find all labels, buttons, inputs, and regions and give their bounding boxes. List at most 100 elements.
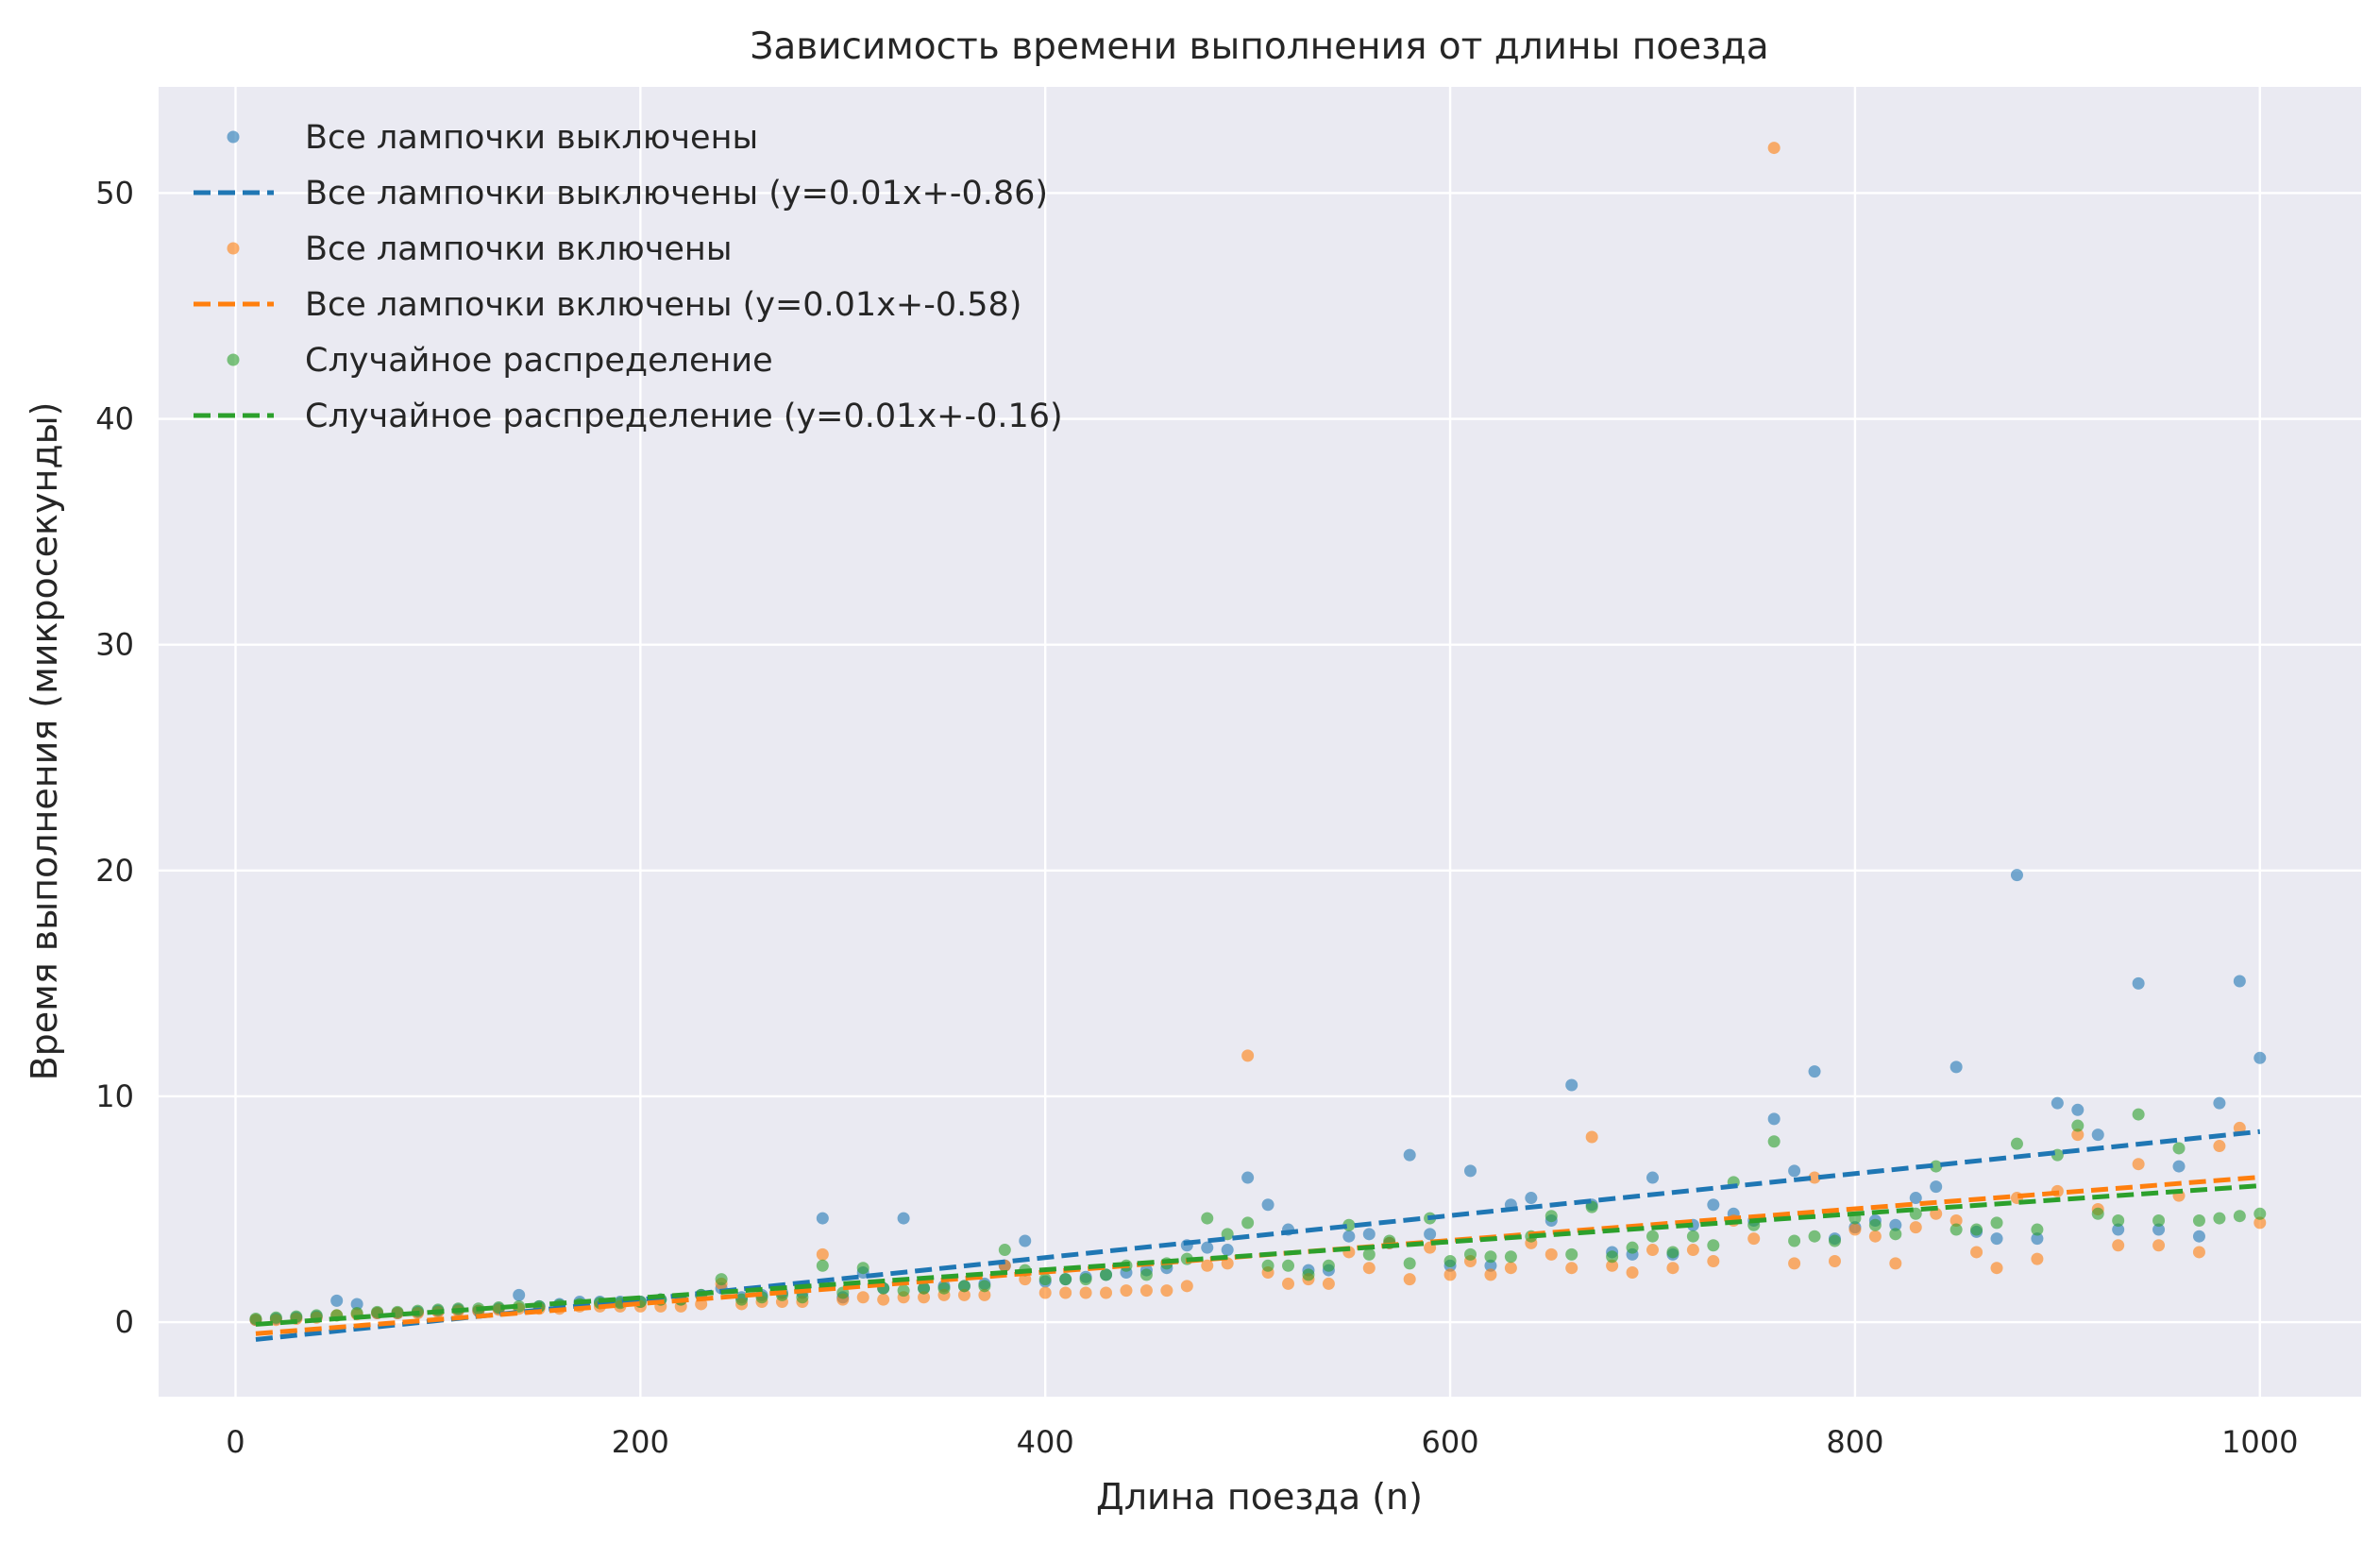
scatter-point [2152, 1223, 2166, 1236]
scatter-point [1362, 1228, 1376, 1241]
scatter-point [492, 1301, 505, 1315]
scatter-point [1544, 1210, 1558, 1223]
scatter-point [1930, 1180, 1943, 1194]
scatter-point [2253, 1207, 2267, 1220]
scatter-point [1666, 1262, 1680, 1275]
scatter-point [2233, 1210, 2246, 1223]
legend-label: Все лампочки включены (y=0.01x+-0.58) [305, 286, 1021, 324]
scatter-point [1201, 1241, 1214, 1254]
y-axis-label: Время выполнения (микросекунды) [24, 402, 65, 1081]
legend-marker [227, 130, 240, 144]
scatter-point [1201, 1212, 1214, 1225]
scatter-point [1443, 1268, 1457, 1281]
scatter-point [1990, 1232, 2003, 1246]
scatter-point [2172, 1160, 2186, 1173]
scatter-point [1788, 1234, 1801, 1247]
legend-label: Случайное распределение (y=0.01x+-0.16) [305, 398, 1063, 435]
scatter-point [2031, 1232, 2044, 1246]
scatter-point [1686, 1244, 1699, 1257]
x-tick-label: 200 [612, 1424, 669, 1460]
scatter-point [2031, 1223, 2044, 1236]
scatter-point [978, 1288, 991, 1301]
scatter-point [877, 1293, 890, 1306]
grid [159, 87, 2361, 1397]
scatter-point [2233, 975, 2246, 988]
scatter-point [1889, 1218, 1902, 1231]
scatter-point [1544, 1247, 1558, 1261]
scatter-point [2112, 1223, 2125, 1236]
scatter-point [897, 1284, 910, 1298]
scatter-point [1362, 1247, 1376, 1261]
scatter-point [1970, 1223, 1983, 1236]
scatter-point [1484, 1268, 1497, 1281]
scatter-point [1201, 1259, 1214, 1272]
scatter-point [2071, 1119, 2085, 1132]
scatter-point [897, 1212, 910, 1225]
scatter-point [1100, 1268, 1113, 1281]
scatter-point [2071, 1128, 2085, 1142]
trend-line-1 [255, 1175, 2260, 1336]
x-tick-label: 0 [226, 1424, 245, 1460]
scatter-point [2071, 1103, 2085, 1116]
scatter-point [1808, 1065, 1821, 1078]
scatter-point [1261, 1259, 1274, 1272]
scatter-point [1241, 1171, 1255, 1184]
scatter-point [1646, 1230, 1659, 1243]
scatter-point [1646, 1244, 1659, 1257]
x-tick-label: 600 [1422, 1424, 1479, 1460]
scatter-point [330, 1294, 344, 1307]
scatter-point [796, 1291, 809, 1304]
y-tick-label: 40 [95, 401, 134, 437]
scatter-point [1261, 1198, 1274, 1212]
scatter-point [1079, 1286, 1092, 1299]
scatter-point [957, 1288, 971, 1301]
y-tick-label: 50 [95, 175, 134, 211]
scatter-point [1828, 1255, 1841, 1268]
scatter-point [1565, 1262, 1578, 1275]
scatter-point [2132, 1108, 2145, 1121]
scatter-point [1322, 1277, 1335, 1290]
scatter-point [1666, 1246, 1680, 1259]
scatter-point [1484, 1259, 1497, 1272]
scatter-point [1788, 1164, 1801, 1178]
scatter-point [1139, 1268, 1153, 1281]
scatter-point [1443, 1255, 1457, 1268]
scatter-point [918, 1291, 931, 1304]
scatter-point [856, 1262, 869, 1275]
scatter-point [2091, 1128, 2104, 1142]
scatter-point [2031, 1252, 2044, 1265]
scatter-point [1990, 1262, 2003, 1275]
scatter-point [735, 1293, 749, 1306]
scatter-point [1909, 1221, 1922, 1234]
x-axis-label: Длина поезда (n) [1096, 1476, 1423, 1518]
scatter-point [1767, 142, 1781, 155]
scatter-point [1990, 1216, 2003, 1230]
scatter-point [2112, 1239, 2125, 1252]
x-axis-ticks: 0 200 400 600 800 1000 [226, 1424, 2298, 1460]
scatter-point [1282, 1259, 1295, 1272]
scatter-point [513, 1288, 526, 1301]
scatter-point [2172, 1142, 2186, 1155]
scatter-point [1930, 1160, 1943, 1173]
scatter-point [2192, 1246, 2205, 1259]
scatter-point [1019, 1234, 1032, 1247]
scatter-point [1180, 1280, 1193, 1293]
scatter-point [2132, 976, 2145, 990]
legend-label: Случайное распределение [305, 342, 773, 380]
legend-label: Все лампочки выключены [305, 119, 758, 157]
scatter-point [1626, 1241, 1639, 1254]
legend: Все лампочки выключены Все лампочки выклю… [194, 119, 1063, 435]
scatter-point [2213, 1140, 2226, 1153]
scatter-point [1868, 1218, 1882, 1231]
y-axis-ticks: 0 10 20 30 40 50 [95, 175, 134, 1340]
scatter-point [1139, 1284, 1153, 1298]
y-tick-label: 30 [95, 627, 134, 663]
scatter-point [856, 1291, 869, 1304]
scatter-point [1565, 1247, 1578, 1261]
scatter-point [2253, 1051, 2267, 1064]
scatter-point [1889, 1257, 1902, 1270]
scatter-point [1970, 1246, 1983, 1259]
scatter-point [1464, 1164, 1477, 1178]
scatter-point [1525, 1192, 1538, 1205]
